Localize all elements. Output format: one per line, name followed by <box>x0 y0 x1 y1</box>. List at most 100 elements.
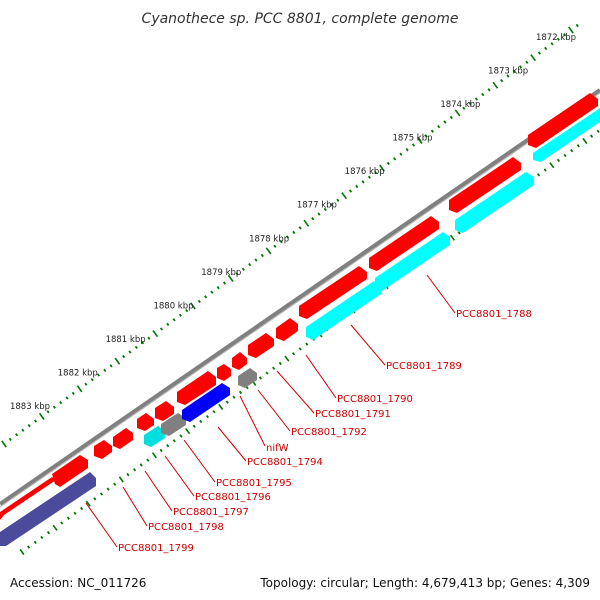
minor-tick <box>46 530 51 535</box>
kbp-ruler: 1872 kbp 1873 kbp 1874 kbp 1875 kbp 1876 kbp… <box>1 23 579 448</box>
major-tick <box>152 330 159 338</box>
minor-tick <box>60 521 64 525</box>
major-tick <box>38 412 45 420</box>
minor-tick <box>317 212 321 216</box>
major-tick <box>114 357 121 365</box>
major-tick <box>568 26 574 34</box>
major-tick <box>1 440 7 448</box>
minor-tick <box>279 239 283 244</box>
minor-tick <box>272 366 276 370</box>
minor-tick <box>205 414 210 419</box>
minor-tick <box>536 173 541 177</box>
gene-label: PCC8801_1788 <box>456 309 532 320</box>
major-tick <box>227 274 234 282</box>
feature-pcc8801-1791-rev <box>238 368 257 388</box>
feature-pcc8801-1797 <box>94 440 112 459</box>
minor-tick <box>15 433 19 437</box>
minor-tick <box>430 129 434 133</box>
minor-tick <box>336 198 340 202</box>
minor-tick <box>146 458 150 462</box>
minor-tick <box>80 506 84 511</box>
major-tick <box>454 109 461 117</box>
minor-tick <box>367 175 371 179</box>
minor-tick <box>84 382 88 386</box>
minor-tick <box>361 180 365 184</box>
feature-pcc8801-1796 <box>113 428 133 449</box>
major-tick <box>190 302 196 310</box>
minor-tick <box>178 313 182 317</box>
major-tick <box>76 385 83 393</box>
kbp-label: 1878 kbp <box>249 234 289 244</box>
minor-tick <box>113 482 117 486</box>
minor-tick <box>73 511 77 515</box>
minor-tick <box>166 322 170 327</box>
minor-tick <box>323 207 327 212</box>
feature-pcc8801-1789-fwd <box>276 318 298 341</box>
gene-label: PCC8801_1795 <box>216 478 292 489</box>
major-tick <box>265 247 272 255</box>
minor-tick <box>134 345 138 350</box>
feature-pcc8801-1791 <box>232 352 247 370</box>
minor-tick <box>222 281 227 285</box>
minor-tick <box>65 396 69 400</box>
minor-tick <box>348 189 353 193</box>
feature-pcc8801-1793 <box>182 383 230 422</box>
minor-tick <box>556 158 561 163</box>
minor-tick <box>8 437 12 442</box>
minor-tick <box>399 152 403 156</box>
minor-tick <box>500 78 504 83</box>
minor-tick <box>232 395 236 399</box>
minor-tick <box>147 336 151 340</box>
gene-label: PCC8801_1794 <box>247 457 323 468</box>
minor-tick <box>424 134 428 138</box>
minor-tick <box>393 157 397 161</box>
minor-tick <box>192 424 196 428</box>
major-tick <box>416 136 423 144</box>
major-tick <box>582 137 588 145</box>
minor-tick <box>544 46 548 51</box>
minor-tick <box>27 545 31 549</box>
feature-pcc8801-1788-a <box>299 266 367 319</box>
minor-tick <box>589 134 594 138</box>
leader-line <box>122 486 148 527</box>
minor-tick <box>210 290 214 294</box>
major-tick <box>151 452 157 459</box>
leader-line <box>276 370 315 414</box>
minor-tick <box>298 347 302 351</box>
minor-tick <box>185 308 189 313</box>
major-tick <box>85 500 91 507</box>
minor-tick <box>172 439 176 443</box>
genome-backbone-shadow <box>0 92 600 508</box>
feature-pcc8801-1787-rev <box>455 172 534 233</box>
minor-tick <box>141 341 145 345</box>
minor-tick <box>512 69 516 74</box>
kbp-label: 1877 kbp <box>297 201 337 211</box>
minor-tick <box>133 468 137 472</box>
minor-tick <box>159 448 163 453</box>
leader-line <box>164 455 195 497</box>
minor-tick <box>216 285 220 290</box>
minor-tick <box>172 318 176 322</box>
feature-pcc8801-1789 <box>306 281 381 340</box>
major-tick <box>118 476 124 483</box>
leader-line <box>305 354 337 399</box>
minor-tick <box>474 97 479 101</box>
minor-tick <box>106 487 110 491</box>
minor-tick <box>126 472 130 477</box>
minor-tick <box>563 153 567 158</box>
minor-tick <box>90 377 94 382</box>
minor-tick <box>241 267 245 271</box>
kbp-label: 1883 kbp <box>10 402 50 412</box>
gene-label: PCC8801_1790 <box>337 394 413 405</box>
minor-tick <box>518 65 523 69</box>
minor-tick <box>506 74 510 78</box>
minor-tick <box>109 364 113 368</box>
minor-tick <box>355 184 359 189</box>
minor-tick <box>596 129 600 134</box>
minor-tick <box>248 262 252 267</box>
kbp-label: 1881 kbp <box>106 335 146 345</box>
feature-pcc8801-1795-rev <box>144 426 165 447</box>
minor-tick <box>273 244 277 248</box>
kbp-label: 1873 kbp <box>488 67 528 77</box>
gene-label: PCC8801_1798 <box>148 522 224 533</box>
